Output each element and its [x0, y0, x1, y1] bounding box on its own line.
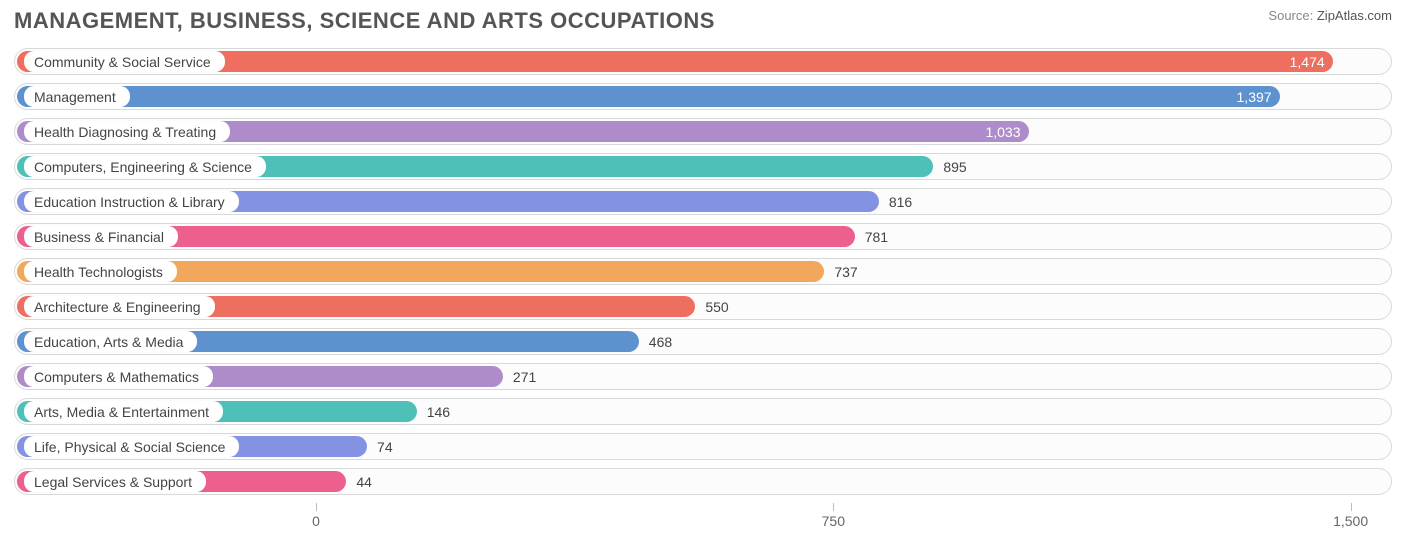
bar-label: Architecture & Engineering	[24, 296, 215, 317]
bar-row: Architecture & Engineering 550	[14, 293, 1392, 320]
bar-row: Education Instruction & Library 816	[14, 188, 1392, 215]
bars-area: Community & Social Service 1,474 Managemen…	[14, 48, 1392, 495]
bar-row: Arts, Media & Entertainment 146	[14, 398, 1392, 425]
axis-tick-label: 0	[312, 513, 320, 529]
bar-value: 550	[705, 293, 728, 320]
bar-row: Computers & Mathematics 271	[14, 363, 1392, 390]
x-axis: 0 750 1,500	[14, 503, 1392, 533]
bar-row: Computers, Engineering & Science 895	[14, 153, 1392, 180]
bar-label: Arts, Media & Entertainment	[24, 401, 223, 422]
bar-label: Health Technologists	[24, 261, 177, 282]
axis-tick	[1351, 503, 1352, 511]
axis-tick	[316, 503, 317, 511]
bar-label: Computers, Engineering & Science	[24, 156, 266, 177]
bar-label: Health Diagnosing & Treating	[24, 121, 230, 142]
bar-label: Business & Financial	[24, 226, 178, 247]
bar-row: Business & Financial 781	[14, 223, 1392, 250]
source-value: ZipAtlas.com	[1317, 8, 1392, 23]
bar-fill	[17, 86, 1280, 107]
axis-tick-label: 750	[822, 513, 845, 529]
bar-value: 1,033	[985, 118, 1020, 145]
bar-value: 468	[649, 328, 672, 355]
bar-value: 781	[865, 223, 888, 250]
bar-value: 146	[427, 398, 450, 425]
bar-label: Legal Services & Support	[24, 471, 206, 492]
chart-source: Source: ZipAtlas.com	[1268, 8, 1392, 23]
bar-value: 1,397	[1237, 83, 1272, 110]
bar-value: 271	[513, 363, 536, 390]
bar-row: Life, Physical & Social Science 74	[14, 433, 1392, 460]
bar-label: Education, Arts & Media	[24, 331, 197, 352]
bar-row: Health Technologists 737	[14, 258, 1392, 285]
bar-row: Education, Arts & Media 468	[14, 328, 1392, 355]
bar-row: Legal Services & Support 44	[14, 468, 1392, 495]
source-label: Source:	[1268, 8, 1313, 23]
bar-value: 737	[834, 258, 857, 285]
bar-row: Management 1,397	[14, 83, 1392, 110]
bar-row: Health Diagnosing & Treating 1,033	[14, 118, 1392, 145]
bar-value: 895	[943, 153, 966, 180]
bar-row: Community & Social Service 1,474	[14, 48, 1392, 75]
axis-tick-label: 1,500	[1333, 513, 1368, 529]
chart-header: MANAGEMENT, BUSINESS, SCIENCE AND ARTS O…	[14, 8, 1392, 34]
bar-value: 44	[356, 468, 372, 495]
bar-label: Community & Social Service	[24, 51, 225, 72]
bar-label: Education Instruction & Library	[24, 191, 239, 212]
axis-tick	[833, 503, 834, 511]
bar-value: 816	[889, 188, 912, 215]
bar-value: 74	[377, 433, 393, 460]
bar-value: 1,474	[1290, 48, 1325, 75]
bar-label: Computers & Mathematics	[24, 366, 213, 387]
chart-container: MANAGEMENT, BUSINESS, SCIENCE AND ARTS O…	[0, 0, 1406, 558]
chart-title: MANAGEMENT, BUSINESS, SCIENCE AND ARTS O…	[14, 8, 715, 34]
bar-label: Management	[24, 86, 130, 107]
bar-label: Life, Physical & Social Science	[24, 436, 239, 457]
